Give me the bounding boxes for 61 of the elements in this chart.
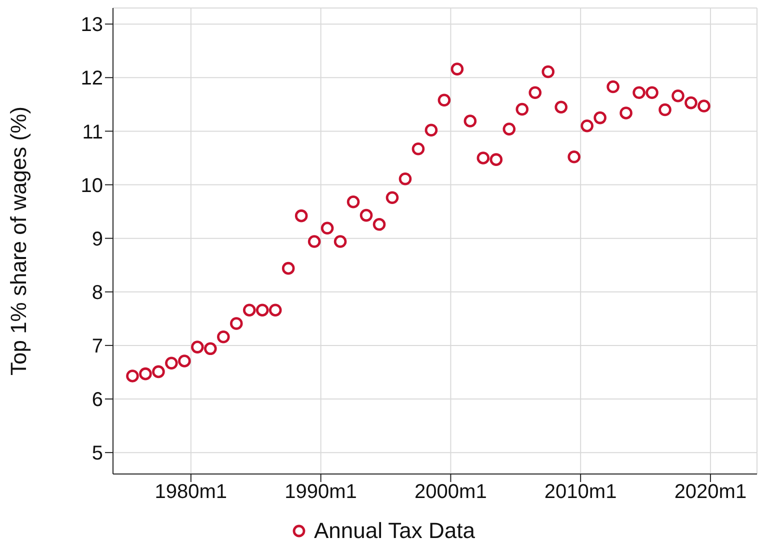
point [398, 172, 412, 186]
point [542, 65, 555, 78]
legend-label: Annual Tax Data [312, 518, 476, 544]
point [334, 235, 347, 248]
y-tick-label: 11 [82, 121, 103, 144]
point [698, 100, 710, 112]
point [424, 124, 438, 137]
point [620, 106, 632, 120]
point [606, 80, 620, 94]
x-tick-label: 2000m1 [414, 481, 487, 504]
point [360, 208, 373, 222]
point [684, 96, 698, 110]
point [308, 235, 321, 248]
point [372, 218, 386, 231]
point [658, 103, 672, 116]
point [320, 222, 334, 235]
point [139, 367, 152, 380]
point [450, 62, 464, 76]
point [217, 330, 230, 344]
point [646, 86, 658, 100]
y-axis-title: Top 1% share of wages (%) [6, 106, 31, 376]
point [632, 86, 646, 100]
point [502, 122, 516, 136]
x-tick-label: 1990m1 [284, 481, 357, 504]
point [490, 153, 503, 166]
point [268, 304, 282, 316]
point [386, 191, 399, 204]
point [672, 89, 684, 102]
x-tick-label: 1980m1 [154, 481, 228, 504]
point [242, 304, 256, 316]
y-tick-label: 13 [80, 14, 103, 36]
y-tick-label: 7 [92, 336, 103, 358]
y-tick-label: 9 [92, 228, 103, 250]
point [256, 304, 269, 316]
y-tick-label: 6 [92, 389, 103, 412]
point [528, 86, 542, 100]
point [476, 152, 490, 164]
point [191, 340, 204, 354]
point [282, 262, 295, 275]
point [464, 114, 477, 128]
y-tick-label: 12 [80, 68, 103, 90]
point [152, 365, 165, 378]
point [516, 102, 529, 116]
point [204, 342, 217, 356]
point [294, 209, 308, 222]
point [554, 100, 568, 114]
x-tick-label: 2010m1 [544, 481, 617, 504]
point [346, 196, 360, 208]
point [412, 142, 425, 156]
point [165, 356, 178, 370]
point [568, 150, 580, 164]
point [594, 111, 606, 124]
point [178, 354, 191, 368]
x-tick-label: 2020m1 [674, 481, 747, 504]
point [126, 370, 139, 382]
y-tick-label: 5 [92, 442, 103, 465]
y-tick-label: 8 [92, 282, 103, 304]
y-tick-label: 10 [80, 174, 103, 197]
point [230, 317, 243, 330]
point [438, 94, 451, 107]
point [580, 119, 594, 132]
